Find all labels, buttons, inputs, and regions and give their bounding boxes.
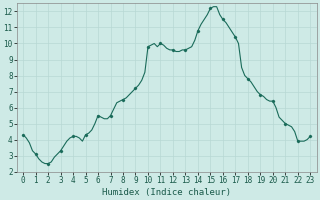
X-axis label: Humidex (Indice chaleur): Humidex (Indice chaleur) [102, 188, 231, 197]
